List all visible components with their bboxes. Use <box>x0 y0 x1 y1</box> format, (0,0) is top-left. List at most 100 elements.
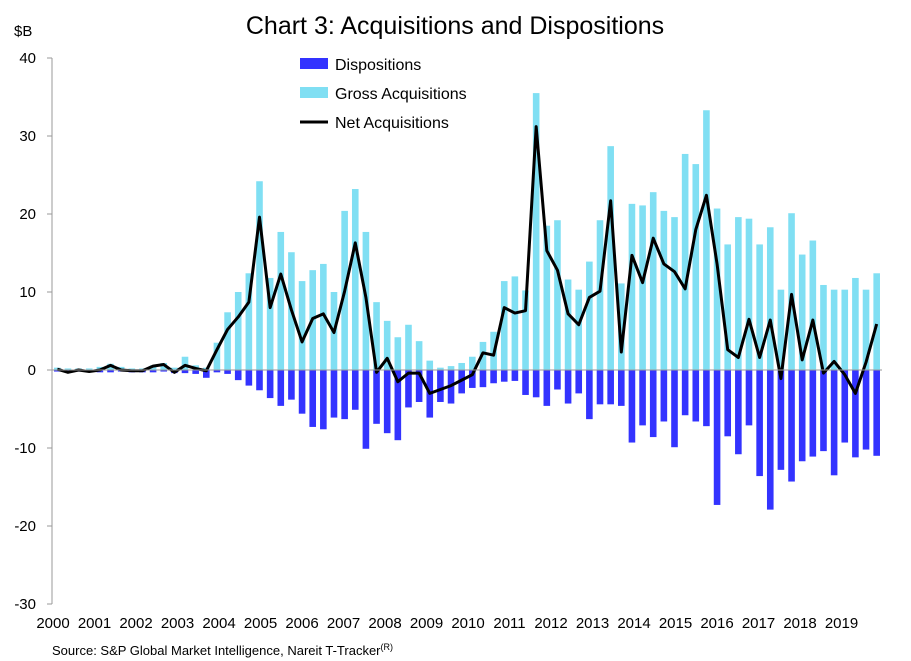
x-tick-label: 2007 <box>327 615 360 632</box>
gross-acquisitions-bar <box>777 289 785 370</box>
legend-swatch-gross-acquisitions <box>300 87 328 98</box>
gross-acquisitions-bar <box>224 312 231 370</box>
source-note: Source: S&P Global Market Intelligence, … <box>52 642 393 658</box>
gross-acquisitions-bar <box>788 213 795 370</box>
dispositions-bar <box>234 370 242 381</box>
dispositions-bar <box>649 370 657 438</box>
x-tick-label: 2002 <box>119 615 152 632</box>
x-tick-label: 2005 <box>244 615 277 632</box>
gross-acquisitions-bar <box>500 281 508 370</box>
y-tick-label: 40 <box>19 50 36 67</box>
gross-acquisitions-bar <box>266 277 274 370</box>
gross-acquisitions-bar <box>405 324 412 370</box>
plot-area <box>54 93 880 510</box>
dispositions-bar <box>756 370 763 477</box>
x-tick-label: 2014 <box>617 615 650 632</box>
gross-acquisitions-bar <box>713 208 721 370</box>
dispositions-bar <box>469 370 476 388</box>
gross-acquisitions-bar <box>85 368 93 370</box>
gross-acquisitions-bar <box>639 205 646 370</box>
gross-acquisitions-bar <box>554 220 561 370</box>
dispositions-bar <box>288 370 295 400</box>
dispositions-bar <box>437 370 444 402</box>
dispositions-bar <box>256 370 263 391</box>
gross-acquisitions-bar <box>543 225 551 370</box>
gross-acquisitions-bar <box>649 192 657 370</box>
x-tick-label: 2018 <box>783 615 816 632</box>
x-tick-label: 2015 <box>659 615 692 632</box>
dispositions-bar <box>394 370 402 441</box>
y-tick-label: 10 <box>19 284 36 301</box>
gross-acquisitions-bar <box>213 342 221 370</box>
gross-acquisitions-bar <box>724 244 732 370</box>
x-tick-label: 2009 <box>410 615 443 632</box>
source-superscript: (R) <box>381 642 394 652</box>
x-tick-label: 2004 <box>202 615 235 632</box>
dispositions-bar <box>713 370 721 505</box>
x-tick-label: 2008 <box>368 615 401 632</box>
x-tick-label: 2003 <box>161 615 194 632</box>
y-tick-label: 20 <box>19 206 36 223</box>
gross-acquisitions-bar <box>64 368 72 370</box>
y-tick-label: -10 <box>14 440 36 457</box>
gross-acquisitions-bar <box>128 368 136 370</box>
gross-acquisitions-bar <box>277 231 285 370</box>
x-tick-label: 2000 <box>36 615 69 632</box>
gross-acquisitions-bar <box>596 220 604 370</box>
dispositions-bar <box>681 370 689 416</box>
gross-acquisitions-bar <box>447 366 455 370</box>
gross-acquisitions-bar <box>586 261 593 370</box>
gross-acquisitions-bar <box>532 93 540 370</box>
chart-title: Chart 3: Acquisitions and Dispositions <box>246 12 664 40</box>
gross-acquisitions-bar <box>628 203 636 370</box>
dispositions-bar <box>766 370 774 510</box>
dispositions-bar <box>830 370 838 476</box>
gross-acquisitions-bar <box>383 320 391 370</box>
dispositions-bar <box>383 370 391 434</box>
gross-acquisitions-bar <box>54 367 61 370</box>
gross-acquisitions-bar <box>798 254 806 370</box>
dispositions-bar <box>266 370 274 399</box>
dispositions-bar <box>511 370 519 381</box>
gross-acquisitions-bar <box>745 218 753 370</box>
source-text: Source: S&P Global Market Intelligence, … <box>52 643 381 658</box>
dispositions-bar <box>607 370 614 405</box>
y-tick-label: -30 <box>14 596 36 613</box>
dispositions-bar <box>500 370 508 382</box>
dispositions-bar <box>522 370 529 395</box>
y-axis-unit-label: $B <box>14 23 32 40</box>
gross-acquisitions-bar <box>852 277 859 370</box>
gross-acquisitions-bar <box>671 217 678 370</box>
dispositions-bar <box>809 370 817 457</box>
dispositions-bar <box>628 370 636 443</box>
dispositions-bar <box>277 370 285 406</box>
dispositions-bar <box>692 370 700 422</box>
gross-acquisitions-bar <box>373 302 380 370</box>
gross-acquisitions-bar <box>830 289 838 370</box>
gross-acquisitions-bar <box>703 110 710 370</box>
dispositions-bar <box>873 370 880 456</box>
dispositions-bar <box>660 370 668 422</box>
dispositions-bar <box>405 370 412 408</box>
gross-acquisitions-bar <box>766 227 774 370</box>
x-tick-label: 2019 <box>825 615 858 632</box>
legend: Dispositions Gross Acquisitions Net Acquis… <box>300 57 467 132</box>
dispositions-bar <box>160 370 168 372</box>
dispositions-bar <box>671 370 678 448</box>
gross-acquisitions-bar <box>298 281 306 370</box>
gross-acquisitions-bar <box>820 284 827 370</box>
legend-label: Net Acquisitions <box>335 115 449 132</box>
dispositions-bar <box>543 370 551 406</box>
dispositions-bar <box>586 370 593 420</box>
x-tick-label: 2012 <box>534 615 567 632</box>
dispositions-bar <box>309 370 317 427</box>
x-tick-label: 2001 <box>78 615 111 632</box>
dispositions-bar <box>596 370 604 405</box>
gross-acquisitions-bar <box>618 283 625 370</box>
dispositions-bar <box>735 370 742 455</box>
dispositions-bar <box>351 370 359 410</box>
dispositions-bar <box>362 370 370 449</box>
dispositions-bar <box>245 370 253 386</box>
